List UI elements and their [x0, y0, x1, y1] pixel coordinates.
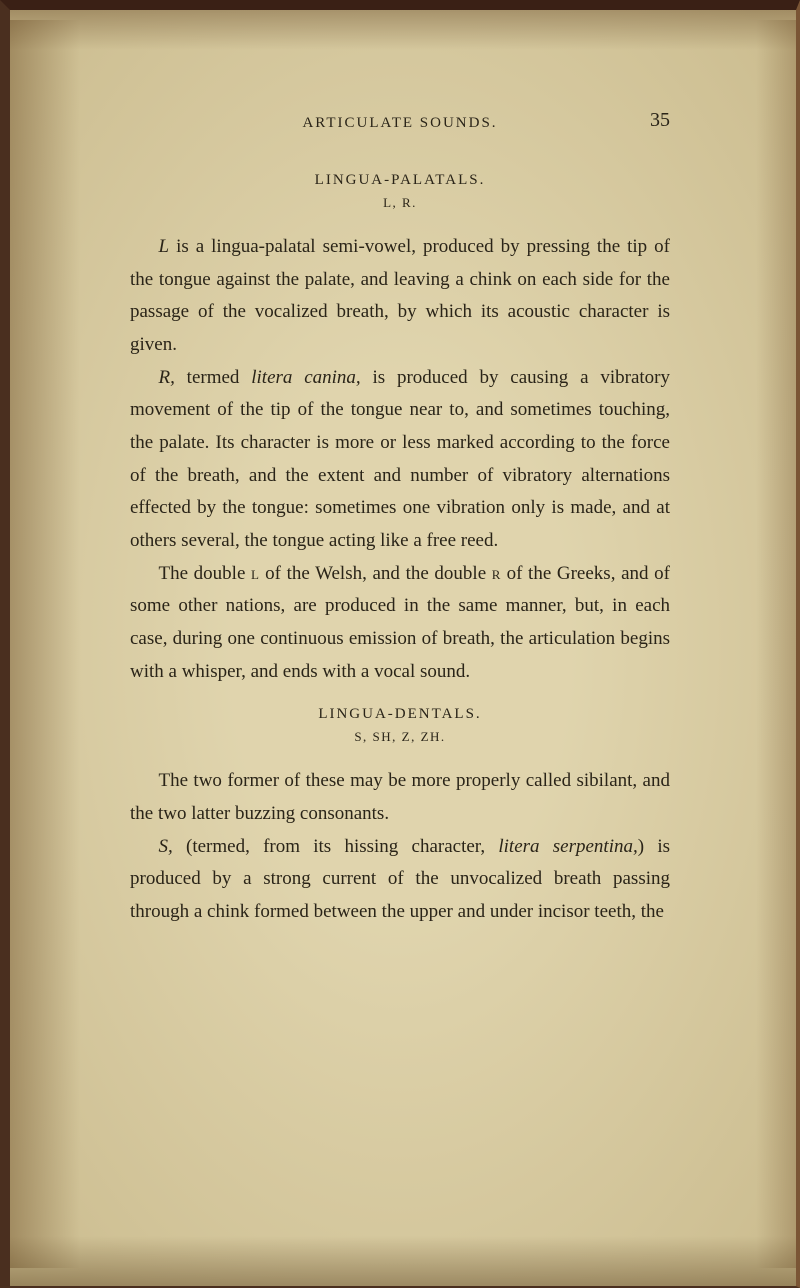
section-title-lingua-palatals: LINGUA-PALATALS. [130, 172, 670, 189]
para-double-a: The double [159, 563, 252, 584]
para-double-lr: The double l of the Welsh, and the doubl… [130, 558, 670, 689]
letter-s-ital: S, [159, 836, 173, 857]
para-s-body1: (termed, from its hissing character, [173, 836, 499, 857]
section-sub-lr: L, R. [130, 195, 670, 211]
section-sub-sshzzh: S, SH, Z, ZH. [130, 729, 670, 745]
para-r: R, termed litera canina, is produced by … [130, 362, 670, 558]
letter-r-ital: R, [159, 367, 175, 388]
section-lingua-dentals: LINGUA-DENTALS. S, SH, Z, ZH. The two fo… [130, 706, 670, 928]
para-s: S, (termed, from its hissing character, … [130, 831, 670, 929]
para-r-body1: termed [175, 367, 251, 388]
litera-serpentina-ital: litera serpentina, [498, 836, 637, 857]
page-content: ARTICULATE SOUNDS. 35 LINGUA-PALATALS. L… [55, 35, 745, 1243]
para-l: L is a lingua-palatal semi-vowel, produc… [130, 231, 670, 362]
page-stain-bottom [10, 1236, 796, 1286]
sc-r: r [492, 563, 501, 584]
page-stain-right [756, 20, 796, 1268]
page-header: ARTICULATE SOUNDS. 35 [130, 115, 670, 132]
running-head: ARTICULATE SOUNDS. [130, 115, 670, 132]
para-double-c: of the Welsh, and the double [259, 563, 491, 584]
page-number: 35 [650, 109, 670, 132]
para-two-former: The two former of these may be more prop… [130, 765, 670, 830]
litera-canina-ital: litera canina, [251, 367, 360, 388]
para-r-body2: is produced by causing a vibratory movem… [130, 367, 670, 551]
section-title-lingua-dentals: LINGUA-DENTALS. [130, 706, 670, 723]
letter-l-ital: L [159, 236, 170, 257]
para-l-body: is a lingua-palatal semi-vowel, produced… [130, 236, 670, 355]
